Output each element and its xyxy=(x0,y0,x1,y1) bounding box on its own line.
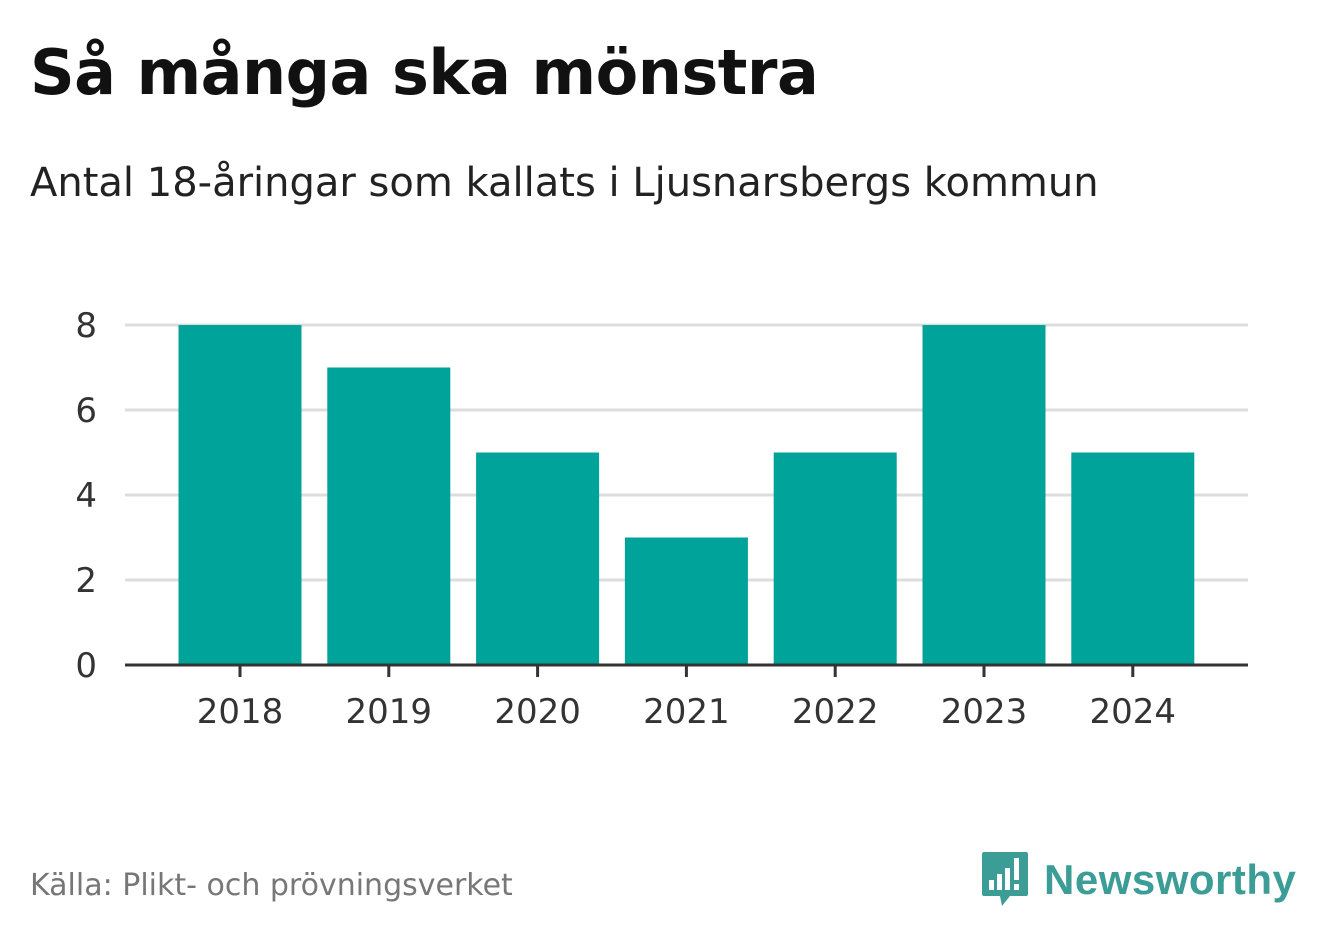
x-tick-label: 2019 xyxy=(346,692,433,732)
y-tick-label: 8 xyxy=(75,306,97,346)
x-tick-label: 2020 xyxy=(494,692,581,732)
bar-chart: 0 2 4 6 8 2018 2019 2020 2021 2022 2023 2024 xyxy=(75,306,1248,732)
bar xyxy=(1071,452,1195,665)
y-tick-label: 0 xyxy=(75,646,97,686)
brand-logo: Newsworthy xyxy=(980,850,1296,910)
y-tick-label: 2 xyxy=(75,561,97,601)
chart-title: Så många ska mönstra xyxy=(30,36,819,109)
bar xyxy=(476,452,600,665)
bar xyxy=(922,325,1046,665)
bar xyxy=(624,537,748,665)
chart-subtitle: Antal 18-åringar som kallats i Ljusnarsb… xyxy=(30,160,1099,206)
x-tick-label: 2024 xyxy=(1090,692,1177,732)
x-tick-label: 2021 xyxy=(643,692,730,732)
bar xyxy=(327,367,451,665)
newsworthy-logo-icon xyxy=(982,852,1028,906)
brand-name: Newsworthy xyxy=(1044,856,1297,903)
x-tick-label: 2023 xyxy=(941,692,1028,732)
x-tick-label: 2022 xyxy=(792,692,879,732)
y-tick-label: 6 xyxy=(75,391,97,431)
bar xyxy=(178,325,302,665)
bar xyxy=(773,452,897,665)
x-tick-label: 2018 xyxy=(197,692,284,732)
y-tick-label: 4 xyxy=(75,476,97,516)
source-note: Källa: Plikt- och prövningsverket xyxy=(30,868,513,903)
